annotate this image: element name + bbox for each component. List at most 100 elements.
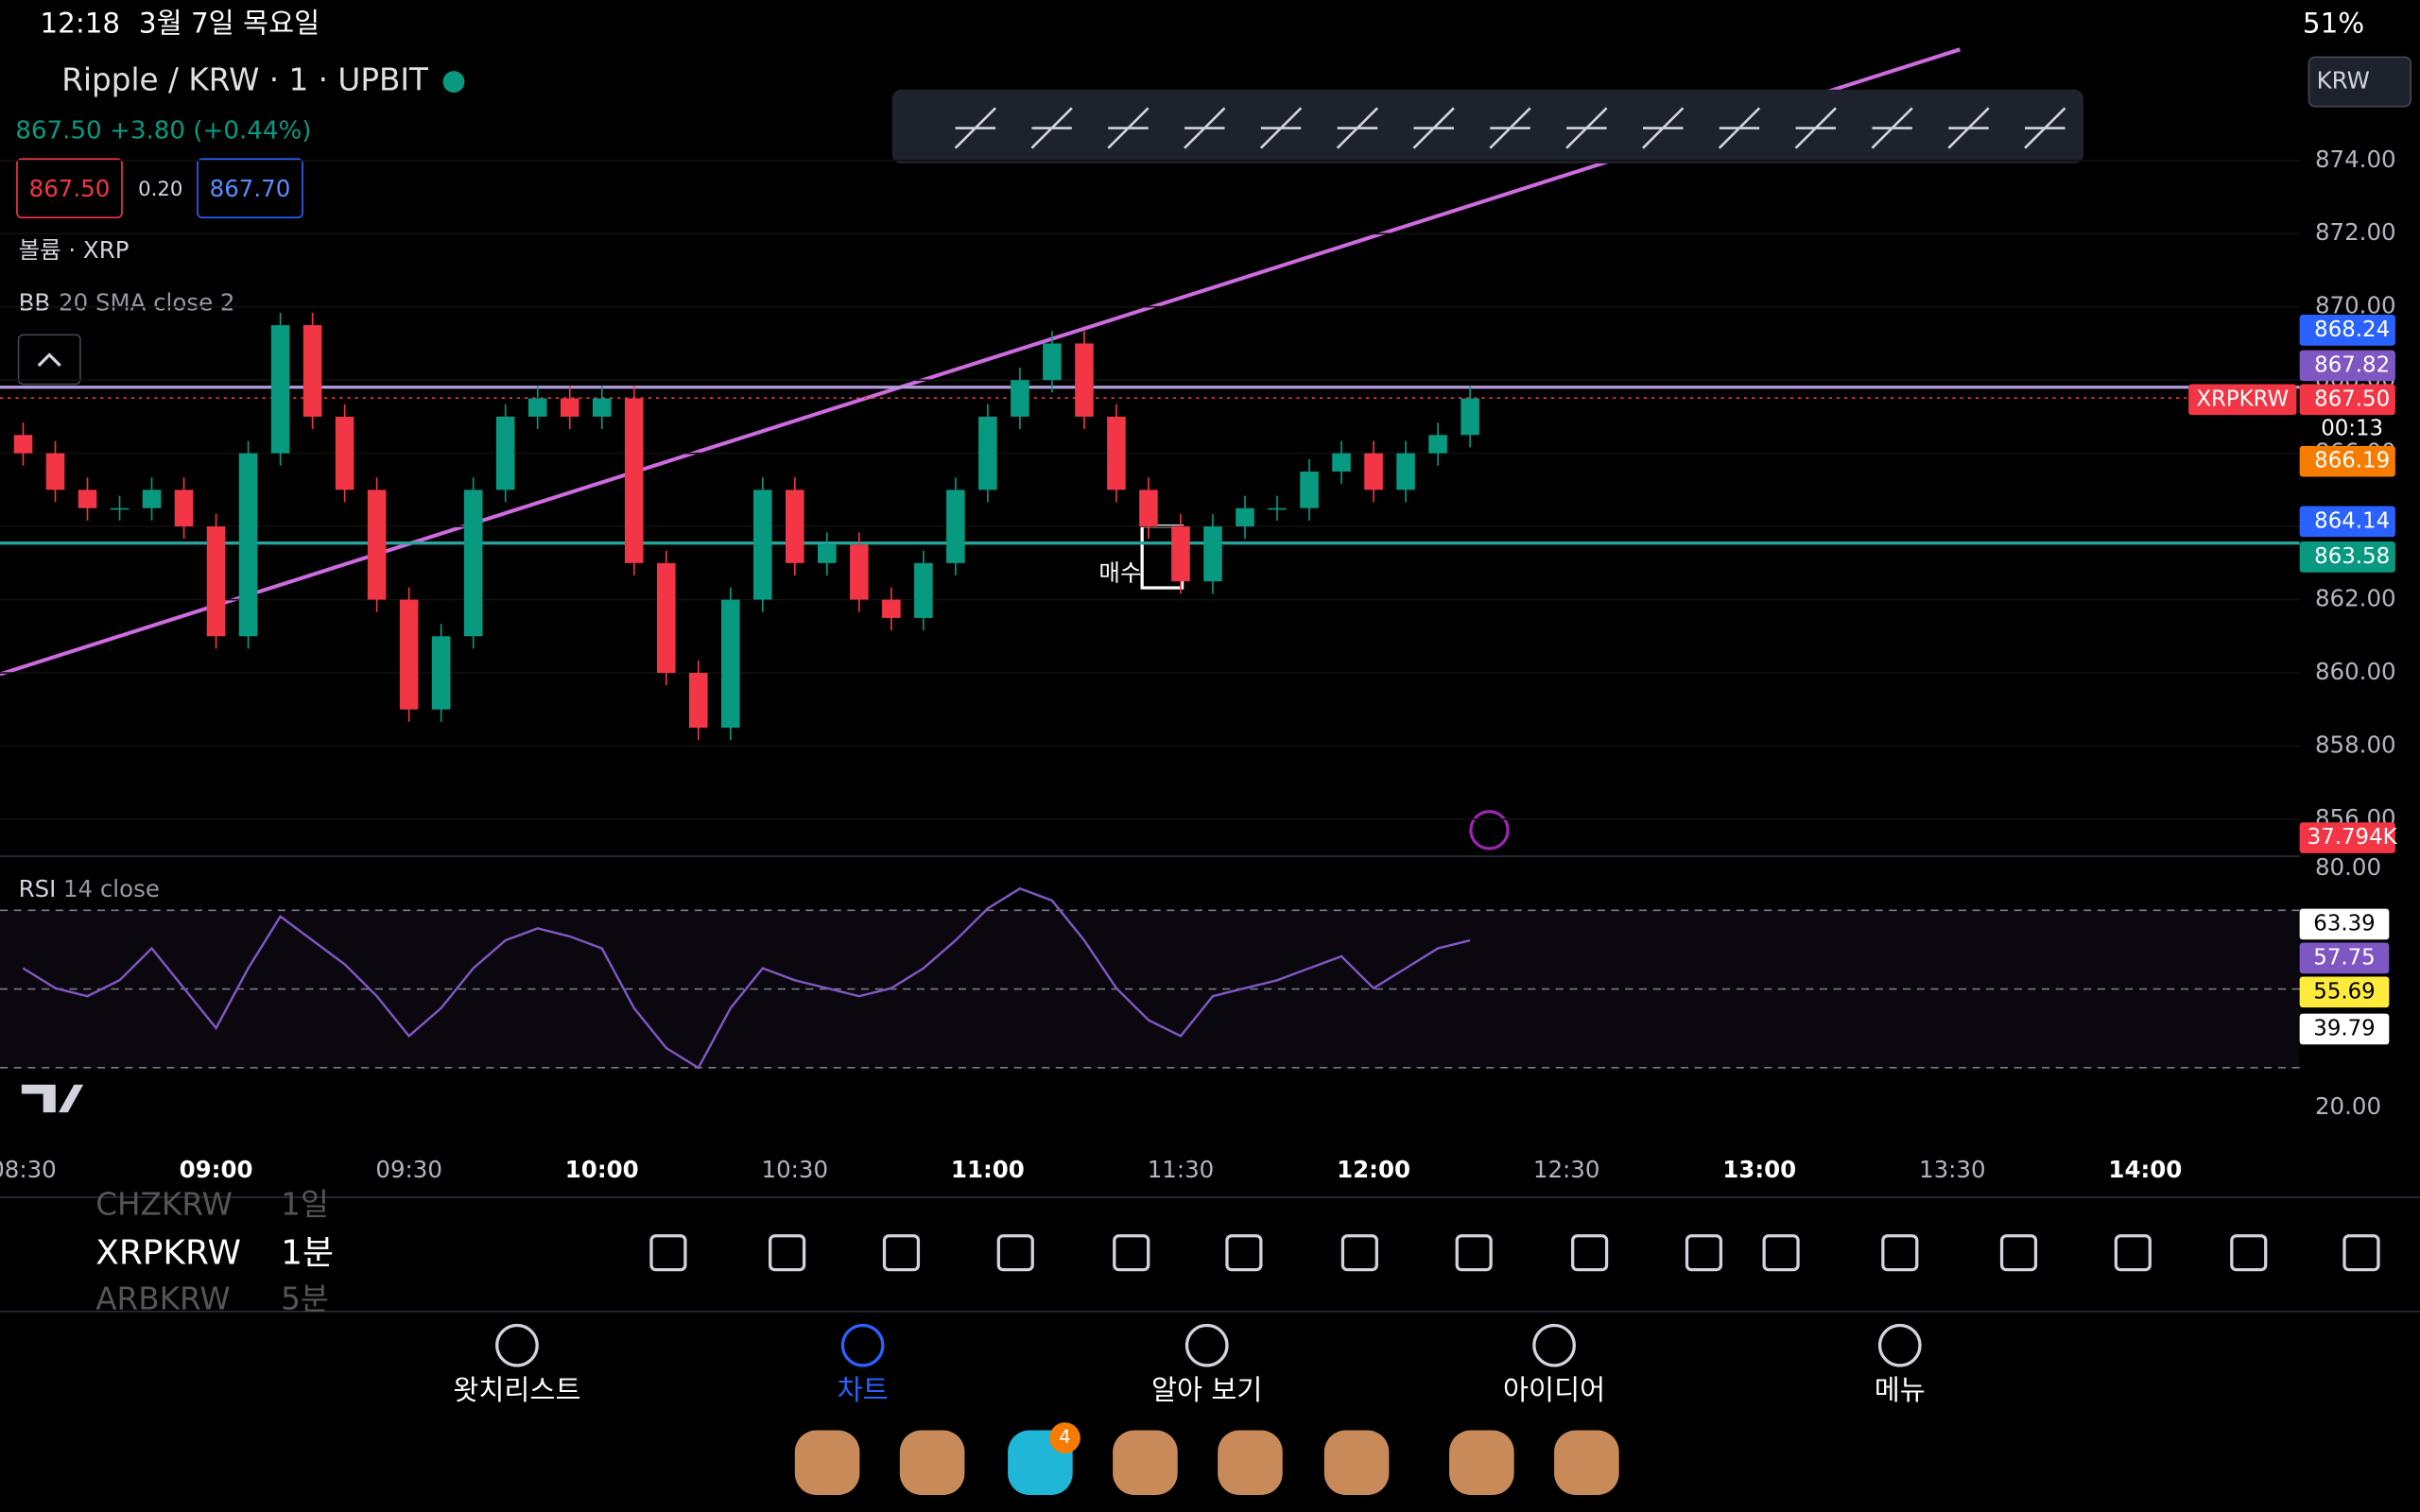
toolbar-icon[interactable]: [1685, 1234, 1723, 1272]
drawing-tool[interactable]: [1642, 107, 1685, 149]
alert-icon[interactable]: [1469, 810, 1510, 850]
candle: [238, 453, 258, 637]
candle: [1236, 507, 1254, 527]
drawing-tool[interactable]: [1184, 107, 1226, 149]
drawing-tool[interactable]: [2024, 107, 2066, 149]
x-tick-label: 13:00: [1722, 1156, 1796, 1183]
logo: [21, 1084, 84, 1113]
nav-icon[interactable]: [495, 1323, 539, 1367]
candle: [786, 490, 804, 563]
drawing-tool[interactable]: [1947, 107, 1990, 149]
rsi-band: [0, 910, 2300, 1068]
drawing-tool[interactable]: [1871, 107, 1913, 149]
toolbar-icon[interactable]: [1225, 1234, 1263, 1272]
candle: [367, 490, 387, 600]
dock-app[interactable]: [1113, 1430, 1178, 1496]
candle: [946, 490, 965, 563]
candle: [1364, 453, 1383, 490]
battery: 51%: [2303, 8, 2364, 40]
drawing-tool[interactable]: [1107, 107, 1150, 149]
next-symbol[interactable]: ARBKRW: [95, 1280, 230, 1316]
drawing-tool[interactable]: [1336, 107, 1379, 149]
symbol-title[interactable]: Ripple / KRW · 1 · UPBIT: [61, 62, 429, 98]
nav-icon[interactable]: [1532, 1323, 1576, 1367]
candle: [1268, 507, 1287, 510]
prev-symbol[interactable]: CHZKRW: [95, 1187, 233, 1223]
nav-label[interactable]: 메뉴: [1875, 1374, 1926, 1406]
candle: [560, 398, 579, 417]
collapse-button[interactable]: [17, 334, 81, 386]
sell-box[interactable]: [16, 158, 123, 219]
current-interval[interactable]: 1분: [281, 1233, 334, 1272]
toolbar-icon[interactable]: [1455, 1234, 1493, 1272]
drawing-tool[interactable]: [1489, 107, 1531, 149]
toolbar-icon[interactable]: [1762, 1234, 1800, 1272]
toolbar-icon[interactable]: [1113, 1234, 1150, 1272]
drawing-tool[interactable]: [1412, 107, 1455, 149]
y-tick-label: 874.00: [2315, 146, 2396, 173]
nav-label[interactable]: 왓치리스트: [453, 1374, 580, 1406]
drawing-tool[interactable]: [1718, 107, 1761, 149]
toolbar-icon[interactable]: [769, 1234, 806, 1272]
candle: [1461, 398, 1479, 436]
candle: [1203, 526, 1222, 582]
nav-label[interactable]: 아이디어: [1503, 1374, 1605, 1406]
drawing-tool[interactable]: [954, 107, 996, 149]
toolbar-icon[interactable]: [2342, 1234, 2380, 1272]
current-symbol[interactable]: XRPKRW: [95, 1233, 241, 1272]
price-tag: [2299, 506, 2395, 538]
dock-app[interactable]: [1323, 1430, 1390, 1496]
toolbar-icon[interactable]: [1340, 1234, 1378, 1272]
dock-app[interactable]: [1449, 1430, 1514, 1496]
toolbar-icon[interactable]: [1571, 1234, 1609, 1272]
dock-app[interactable]: [1554, 1430, 1619, 1496]
nav-icon[interactable]: [840, 1323, 885, 1367]
rsi-tick-label: 80.00: [2315, 853, 2381, 881]
candle: [688, 673, 708, 729]
nav-icon[interactable]: [1184, 1323, 1229, 1367]
candle: [914, 562, 933, 618]
bid: 867.50: [29, 175, 111, 202]
dock-app[interactable]: [899, 1430, 965, 1496]
toolbar-icon[interactable]: [2114, 1234, 2152, 1272]
dock: 4: [794, 1422, 1619, 1496]
toolbar-icon[interactable]: [996, 1234, 1034, 1272]
candle: [1300, 472, 1319, 508]
price-tag: [2299, 445, 2395, 477]
dock-app[interactable]: [1218, 1430, 1283, 1496]
nav-icon[interactable]: [1877, 1323, 1922, 1367]
candle: [1107, 416, 1126, 490]
status-time: 12:18: [40, 8, 120, 40]
x-tick-label: 12:00: [1337, 1156, 1410, 1183]
toolbar-icon[interactable]: [2230, 1234, 2268, 1272]
candle: [13, 435, 33, 454]
candle: [78, 490, 97, 508]
currency-box[interactable]: [2308, 56, 2412, 108]
drawing-tool[interactable]: [1565, 107, 1608, 149]
drawing-tool[interactable]: [1259, 107, 1303, 149]
chart-toolbar: [649, 1234, 2380, 1272]
toolbar-icon[interactable]: [1999, 1234, 2038, 1272]
bottom-nav: 왓치리스트 차트 알아 보기 아이디어 메뉴: [453, 1323, 1926, 1406]
x-tick-label: 10:30: [762, 1156, 829, 1183]
candle: [270, 325, 290, 454]
nav-label[interactable]: 차트: [838, 1374, 889, 1406]
rsi-line: [22, 886, 1471, 1070]
next-interval[interactable]: 5분: [281, 1280, 329, 1316]
toolbar-icon[interactable]: [882, 1234, 921, 1272]
collapse-icon: [37, 352, 61, 368]
buy-box[interactable]: [197, 158, 303, 219]
dock-badge: [1049, 1422, 1080, 1453]
drawing-tool[interactable]: [1030, 107, 1073, 149]
toolbar-icon[interactable]: [1881, 1234, 1919, 1272]
dock-app[interactable]: [794, 1430, 860, 1496]
drawing-tool[interactable]: [1794, 107, 1837, 149]
price-tag-label: 00:13: [2321, 416, 2383, 440]
toolbar-icon[interactable]: [649, 1234, 687, 1272]
nav-label[interactable]: 알아 보기: [1151, 1374, 1262, 1406]
bb-label: BB: [19, 289, 51, 317]
price-tag-label: 864.14: [2314, 508, 2390, 533]
prev-interval[interactable]: 1일: [281, 1187, 329, 1223]
y-tick-label: 862.00: [2315, 585, 2396, 612]
rsi-tag: [2299, 1013, 2390, 1045]
